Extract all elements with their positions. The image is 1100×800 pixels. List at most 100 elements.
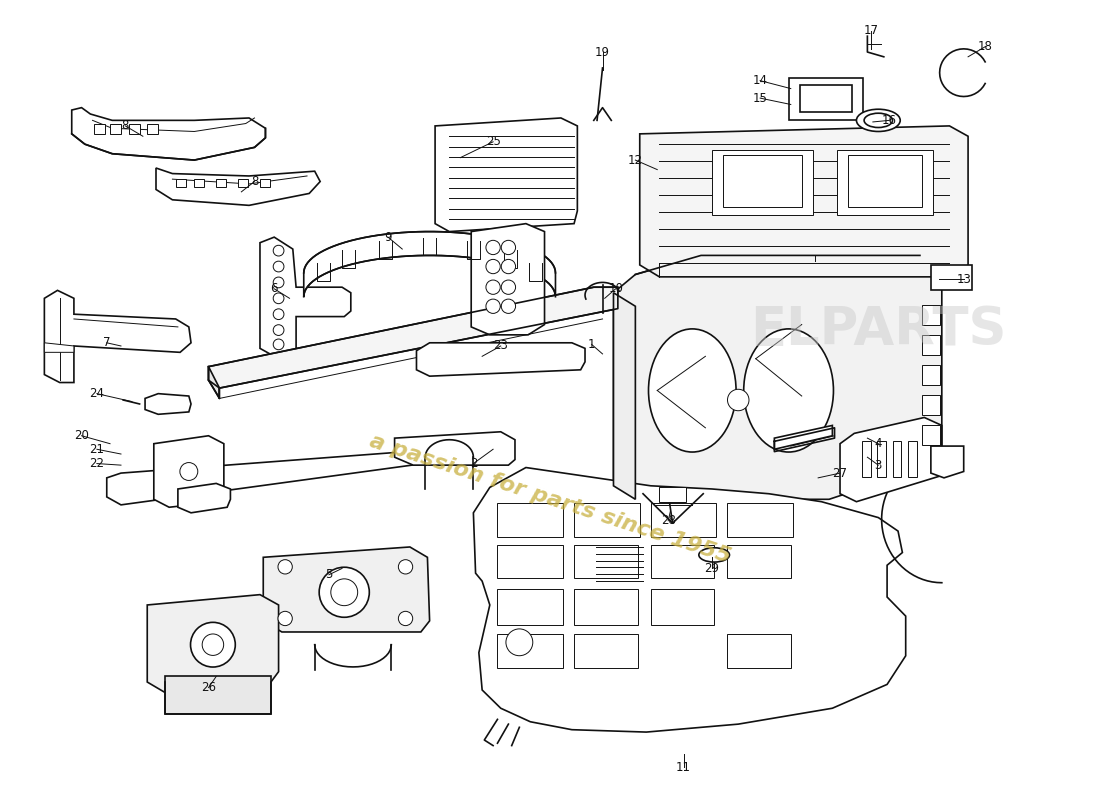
- Circle shape: [486, 299, 500, 314]
- Polygon shape: [774, 426, 833, 450]
- Polygon shape: [238, 179, 248, 187]
- Polygon shape: [154, 436, 224, 507]
- Text: 16: 16: [882, 114, 896, 127]
- Polygon shape: [217, 179, 226, 187]
- Text: 3: 3: [874, 458, 882, 472]
- Circle shape: [486, 280, 500, 294]
- Text: ELPARTS: ELPARTS: [750, 305, 1006, 357]
- Text: 8: 8: [251, 175, 258, 188]
- Text: 22: 22: [89, 457, 104, 470]
- Circle shape: [180, 462, 198, 481]
- Text: 13: 13: [956, 273, 971, 286]
- Text: 23: 23: [493, 339, 508, 353]
- Circle shape: [502, 280, 516, 294]
- Polygon shape: [395, 432, 515, 465]
- Circle shape: [331, 579, 358, 606]
- Circle shape: [278, 611, 293, 626]
- Bar: [800, 85, 852, 113]
- Text: 27: 27: [833, 466, 847, 479]
- Polygon shape: [614, 293, 636, 499]
- Text: 17: 17: [864, 24, 878, 37]
- Polygon shape: [417, 342, 585, 376]
- Circle shape: [398, 611, 412, 626]
- Polygon shape: [165, 677, 271, 714]
- Polygon shape: [471, 224, 544, 335]
- Circle shape: [190, 622, 235, 667]
- Polygon shape: [145, 394, 191, 414]
- Bar: [727, 503, 793, 537]
- Ellipse shape: [744, 329, 834, 452]
- Bar: [497, 589, 563, 625]
- Circle shape: [502, 299, 516, 314]
- Polygon shape: [304, 231, 556, 297]
- Text: 21: 21: [89, 442, 104, 456]
- Circle shape: [273, 325, 284, 335]
- Text: a passion for parts since 1955: a passion for parts since 1955: [367, 431, 733, 567]
- Polygon shape: [44, 342, 74, 352]
- Text: 11: 11: [676, 761, 691, 774]
- Circle shape: [273, 261, 284, 272]
- Text: 14: 14: [752, 74, 768, 87]
- Ellipse shape: [698, 548, 729, 562]
- Polygon shape: [263, 547, 430, 632]
- Circle shape: [273, 339, 284, 350]
- Text: 8: 8: [122, 119, 129, 133]
- Bar: [574, 589, 638, 625]
- Polygon shape: [44, 290, 191, 382]
- Text: 29: 29: [704, 562, 719, 575]
- Text: 18: 18: [978, 40, 993, 53]
- Polygon shape: [129, 123, 140, 134]
- Bar: [922, 335, 939, 354]
- Text: 1: 1: [587, 338, 595, 351]
- Text: 25: 25: [486, 135, 500, 148]
- Text: 19: 19: [595, 46, 610, 58]
- Polygon shape: [614, 255, 942, 499]
- Polygon shape: [931, 446, 964, 478]
- Text: 4: 4: [874, 437, 882, 450]
- Text: 2: 2: [470, 457, 477, 470]
- Bar: [574, 545, 638, 578]
- Bar: [931, 265, 972, 290]
- Bar: [727, 634, 791, 668]
- Polygon shape: [260, 237, 351, 356]
- Bar: [892, 442, 901, 477]
- Polygon shape: [176, 179, 186, 187]
- Polygon shape: [156, 168, 320, 206]
- Bar: [862, 442, 871, 477]
- Bar: [837, 150, 933, 215]
- Bar: [651, 503, 716, 537]
- Circle shape: [502, 240, 516, 254]
- Bar: [922, 305, 939, 325]
- Polygon shape: [209, 366, 220, 398]
- Circle shape: [502, 259, 516, 274]
- Text: 9: 9: [384, 230, 392, 244]
- Polygon shape: [436, 118, 578, 231]
- Text: 10: 10: [608, 282, 623, 295]
- Bar: [908, 442, 916, 477]
- Bar: [922, 426, 939, 446]
- Bar: [848, 155, 922, 207]
- Bar: [651, 589, 714, 625]
- Text: 5: 5: [326, 568, 332, 582]
- Circle shape: [273, 277, 284, 288]
- Circle shape: [319, 567, 370, 618]
- Circle shape: [278, 560, 293, 574]
- Bar: [574, 503, 640, 537]
- Polygon shape: [209, 287, 618, 388]
- Ellipse shape: [649, 329, 736, 452]
- Polygon shape: [840, 418, 942, 502]
- Bar: [723, 155, 802, 207]
- Bar: [727, 545, 791, 578]
- Polygon shape: [147, 123, 158, 134]
- Bar: [651, 545, 714, 578]
- Circle shape: [273, 309, 284, 319]
- Bar: [497, 503, 563, 537]
- Circle shape: [486, 259, 500, 274]
- Bar: [877, 442, 886, 477]
- Polygon shape: [195, 179, 205, 187]
- Bar: [789, 78, 864, 119]
- Text: 24: 24: [89, 387, 104, 400]
- Text: 20: 20: [74, 430, 89, 442]
- Text: 6: 6: [271, 282, 278, 295]
- Circle shape: [398, 560, 412, 574]
